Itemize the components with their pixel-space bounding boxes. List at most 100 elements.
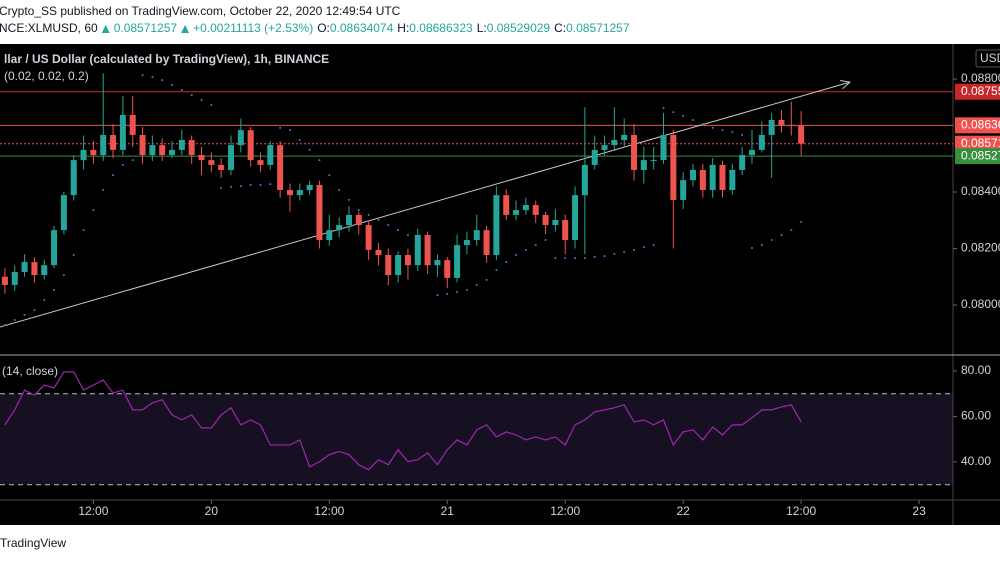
price-label-box xyxy=(955,135,1000,152)
footer-brand: TradingView xyxy=(0,536,66,550)
candle-body xyxy=(129,114,136,135)
currency-box[interactable] xyxy=(975,49,1000,68)
candle-body xyxy=(159,145,166,156)
candle-body xyxy=(218,164,225,170)
candle-body xyxy=(326,230,333,241)
trend-line xyxy=(0,81,851,328)
psar-dot xyxy=(102,189,105,192)
candle-body xyxy=(385,255,392,276)
rsi-band-fill xyxy=(0,393,953,485)
candle-body xyxy=(434,260,441,266)
psar-dot xyxy=(554,257,557,260)
psar-dot xyxy=(750,246,753,249)
candle-body xyxy=(650,160,657,162)
x-tick-label: 12:00 xyxy=(786,504,816,518)
candle-body xyxy=(277,145,284,191)
candle-body xyxy=(90,149,97,156)
psar-dot xyxy=(387,224,390,227)
candle-body xyxy=(100,134,107,156)
psar-dot xyxy=(347,198,350,201)
trend-arrow-head xyxy=(840,79,852,90)
chart-bg xyxy=(0,44,1000,525)
candle-body xyxy=(611,140,618,146)
psar-dot xyxy=(131,159,134,162)
candle-body xyxy=(31,262,38,276)
candle-body xyxy=(375,249,382,256)
psar-dot xyxy=(190,94,193,97)
candle-body xyxy=(345,214,352,226)
candle-body xyxy=(768,119,775,135)
x-tick-label: 12:00 xyxy=(314,504,344,518)
psar-dot xyxy=(367,213,370,216)
header-bg xyxy=(0,0,1000,44)
psar-dot xyxy=(741,133,744,136)
psar-dot xyxy=(446,292,449,295)
candle-body xyxy=(631,134,638,170)
candle-body xyxy=(237,130,244,146)
candle-body xyxy=(336,225,343,231)
price-label: 0.08527 xyxy=(961,148,1000,162)
candle-body xyxy=(719,164,726,191)
currency-label[interactable]: USD xyxy=(980,51,1000,65)
psar-dot xyxy=(760,244,763,247)
psar-dot xyxy=(141,74,144,77)
candle-body xyxy=(355,214,362,226)
psar-dot xyxy=(633,248,636,251)
price-label: 0.08636 xyxy=(961,118,1000,132)
psar-dot xyxy=(721,129,724,132)
psar-dot xyxy=(23,313,26,316)
ohlc-label: C: xyxy=(554,21,566,35)
price-label-box xyxy=(955,117,1000,134)
candle-body xyxy=(41,265,48,276)
psar-dot xyxy=(524,248,527,251)
psar-dot xyxy=(151,76,154,79)
psar-dot xyxy=(259,183,262,186)
candle-body xyxy=(483,230,490,256)
candle-body xyxy=(788,125,795,127)
price-change: +0.00211113 (+2.53%) xyxy=(193,21,313,35)
candle-body xyxy=(572,195,579,241)
psar-dot xyxy=(623,250,626,253)
series-title: llar / US Dollar (calculated by TradingV… xyxy=(4,52,329,66)
published-line: Crypto_SS published on TradingView.com, … xyxy=(0,4,401,18)
psar-dot xyxy=(485,278,488,281)
psar-dot xyxy=(800,220,803,223)
psar-dot xyxy=(161,79,164,82)
psar-dot xyxy=(662,107,665,110)
y-tick-label: 0.08800 xyxy=(961,71,1000,85)
candle-body xyxy=(463,240,470,246)
candle-body xyxy=(228,145,235,170)
candle-body xyxy=(365,225,372,250)
psar-dot xyxy=(711,126,714,129)
candle-body xyxy=(729,169,736,191)
psar-dot xyxy=(377,218,380,221)
price-label: 0.08755 xyxy=(961,84,1000,98)
candle-body xyxy=(552,219,559,226)
candle-body xyxy=(699,169,706,191)
ohlc-value: 0.08529029 xyxy=(487,21,551,35)
candle-body xyxy=(690,169,697,181)
psar-dot xyxy=(357,209,360,212)
psar-dot xyxy=(416,237,419,240)
ohlc-label: L: xyxy=(477,21,487,35)
ohlc-value: 0.08634074 xyxy=(330,21,394,35)
psar-dot xyxy=(279,126,282,129)
candle-body xyxy=(208,160,215,165)
psar-dot xyxy=(92,209,95,212)
candle-body xyxy=(621,134,628,141)
ohlc-label: H: xyxy=(397,21,409,35)
psar-dot xyxy=(574,257,577,260)
rsi-y-tick-label: 60.00 xyxy=(961,409,991,423)
psar-dot xyxy=(397,229,400,232)
psar-dot xyxy=(672,111,675,114)
psar-dot xyxy=(475,283,478,286)
x-tick-label: 12:00 xyxy=(550,504,580,518)
psar-dot xyxy=(318,159,321,162)
psar-dot xyxy=(3,324,6,327)
psar-dot xyxy=(701,122,704,125)
candle-body xyxy=(257,160,264,165)
